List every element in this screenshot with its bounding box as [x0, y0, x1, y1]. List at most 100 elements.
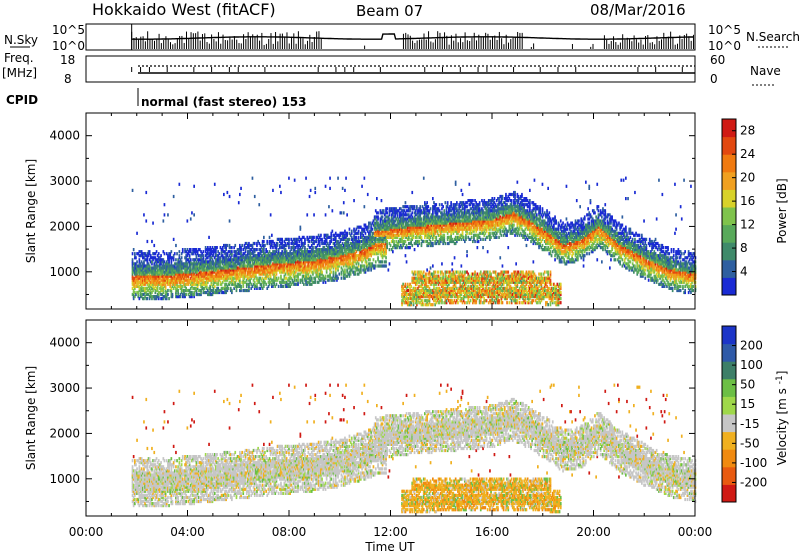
power-cell [178, 264, 181, 268]
power-cell [266, 250, 269, 254]
power-cell [312, 248, 314, 252]
power-cell [252, 254, 255, 258]
power-cell [292, 258, 295, 262]
power-cell [151, 290, 153, 295]
power-cell [296, 250, 298, 254]
power-cell [201, 280, 203, 284]
power-cell [188, 254, 191, 258]
power-cell [225, 243, 227, 248]
power-cell [237, 260, 240, 264]
power-cell [293, 272, 296, 276]
power-cell [316, 262, 319, 266]
power-cell [264, 270, 266, 274]
power-cell [253, 250, 256, 254]
power-cell [227, 282, 230, 286]
power-cell [152, 268, 154, 272]
power-cell [160, 286, 162, 290]
power-cell [225, 272, 227, 276]
power-cell [225, 288, 227, 293]
power-cell [153, 282, 156, 286]
power-cell [242, 260, 245, 264]
power-cell [295, 254, 297, 258]
power-cell [275, 270, 278, 274]
power-cell [172, 286, 175, 290]
power-cell [253, 254, 256, 258]
power-cell [310, 243, 313, 248]
power-cell [227, 276, 230, 280]
power-cell [184, 248, 186, 252]
power-cell [239, 288, 241, 293]
power-cell [313, 213, 315, 217]
power-cell [146, 256, 149, 260]
power-cell [233, 286, 235, 290]
power-cell [204, 282, 207, 286]
power-cell [317, 233, 320, 237]
power-cell [307, 272, 310, 276]
power-cell [164, 288, 167, 293]
power-cell [138, 288, 141, 293]
power-cell [216, 270, 218, 274]
power-cell [242, 282, 245, 286]
power-cell [244, 268, 247, 272]
power-cell [303, 268, 305, 272]
power-cell [216, 272, 218, 276]
power-cell [287, 268, 289, 272]
power-cell [134, 262, 136, 266]
power-cell [161, 286, 164, 290]
power-cell [195, 268, 198, 272]
power-cell [211, 270, 214, 274]
power-cell [312, 266, 314, 270]
power-cell [224, 262, 226, 266]
power-cell [282, 260, 285, 264]
power-cell [320, 268, 322, 272]
power-cell [259, 272, 262, 276]
power-cell [267, 280, 270, 284]
power-cell [331, 229, 334, 233]
power-cell [266, 239, 269, 244]
power-cell [175, 266, 177, 270]
power-cell [211, 284, 214, 288]
power-cell [245, 284, 248, 288]
power-cell [216, 260, 218, 264]
power-cell [200, 266, 202, 270]
power-cell [306, 258, 309, 262]
power-cell [195, 286, 198, 290]
power-cell [281, 239, 283, 244]
power-cell [310, 262, 313, 266]
cpid-text: normal (fast stereo) 153 [141, 95, 307, 109]
power-cell [188, 264, 191, 268]
power-cell [172, 258, 175, 262]
power-cell [149, 274, 152, 278]
power-cell [435, 235, 438, 239]
power-cell [236, 266, 239, 270]
power-cell [167, 288, 169, 293]
power-cell [187, 288, 190, 293]
power-cell [176, 276, 178, 280]
power-cell [228, 280, 231, 284]
power-cell [253, 256, 256, 260]
power-cell [139, 290, 142, 295]
power-cell [253, 276, 256, 280]
power-cell [320, 233, 322, 237]
power-cell [180, 262, 183, 266]
power-cell [289, 260, 291, 264]
power-cell [164, 264, 167, 268]
power-cell [181, 284, 184, 288]
power-cell [421, 299, 424, 303]
power-cell [307, 256, 310, 260]
power-cell [143, 266, 145, 270]
power-cell [271, 243, 273, 248]
power-cell [193, 213, 195, 217]
power-cell [172, 264, 175, 268]
power-cell [269, 252, 272, 256]
power-cell [202, 250, 205, 254]
power-cell [217, 258, 219, 262]
power-cell [314, 254, 317, 258]
power-cell [154, 272, 157, 276]
power-cell [200, 282, 202, 286]
power-cell [228, 219, 231, 223]
power-cell [194, 270, 197, 274]
power-cell [200, 276, 202, 280]
power-cell [188, 278, 191, 282]
power-cell [216, 246, 218, 250]
